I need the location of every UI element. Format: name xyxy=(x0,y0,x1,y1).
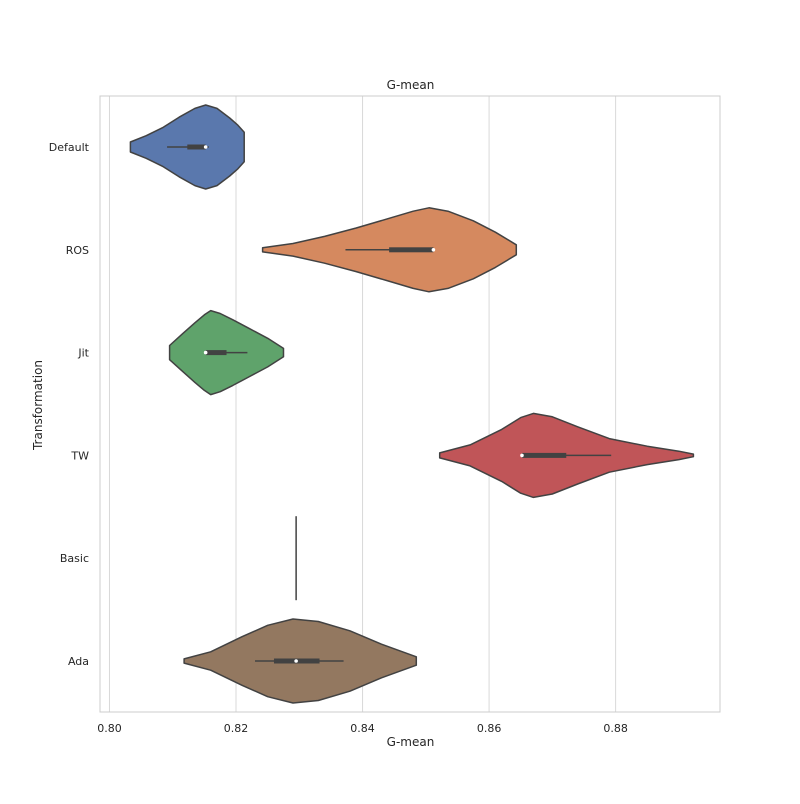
y-tick-labels: Default ROS Jit TW Basic Ada xyxy=(49,141,90,668)
iqr-box xyxy=(389,247,434,253)
median-point xyxy=(203,350,208,355)
chart-title: G-mean xyxy=(387,78,435,92)
x-tick-label: 0.86 xyxy=(477,722,502,735)
median-point xyxy=(294,659,298,663)
y-tick-label: Basic xyxy=(60,552,89,565)
y-tick-label: Default xyxy=(49,141,90,154)
y-tick-label: Jit xyxy=(77,347,89,360)
iqr-box xyxy=(205,350,227,356)
violin-jit xyxy=(168,309,285,396)
grid-lines xyxy=(108,96,617,712)
x-tick-label: 0.88 xyxy=(603,722,628,735)
x-tick-label: 0.82 xyxy=(224,722,249,735)
y-axis-label: Transformation xyxy=(31,360,45,451)
y-tick-label: Ada xyxy=(68,655,89,668)
x-axis-label: G-mean xyxy=(387,735,435,749)
x-tick-label: 0.80 xyxy=(97,722,122,735)
y-tick-label: TW xyxy=(70,449,89,462)
plot-frame xyxy=(99,95,721,713)
y-tick-label: ROS xyxy=(66,244,89,257)
iqr-box xyxy=(187,144,206,150)
x-tick-label: 0.84 xyxy=(350,722,375,735)
median-point xyxy=(431,248,436,252)
violin-ada xyxy=(183,618,418,704)
median-point xyxy=(520,453,524,458)
violin-default xyxy=(129,104,245,190)
violins xyxy=(129,104,695,704)
iqr-box xyxy=(521,452,567,458)
x-tick-labels: 0.80 0.82 0.84 0.86 0.88 xyxy=(97,722,628,735)
violin-tw xyxy=(438,412,695,499)
violin-ros xyxy=(261,207,518,293)
median-point xyxy=(203,145,208,149)
